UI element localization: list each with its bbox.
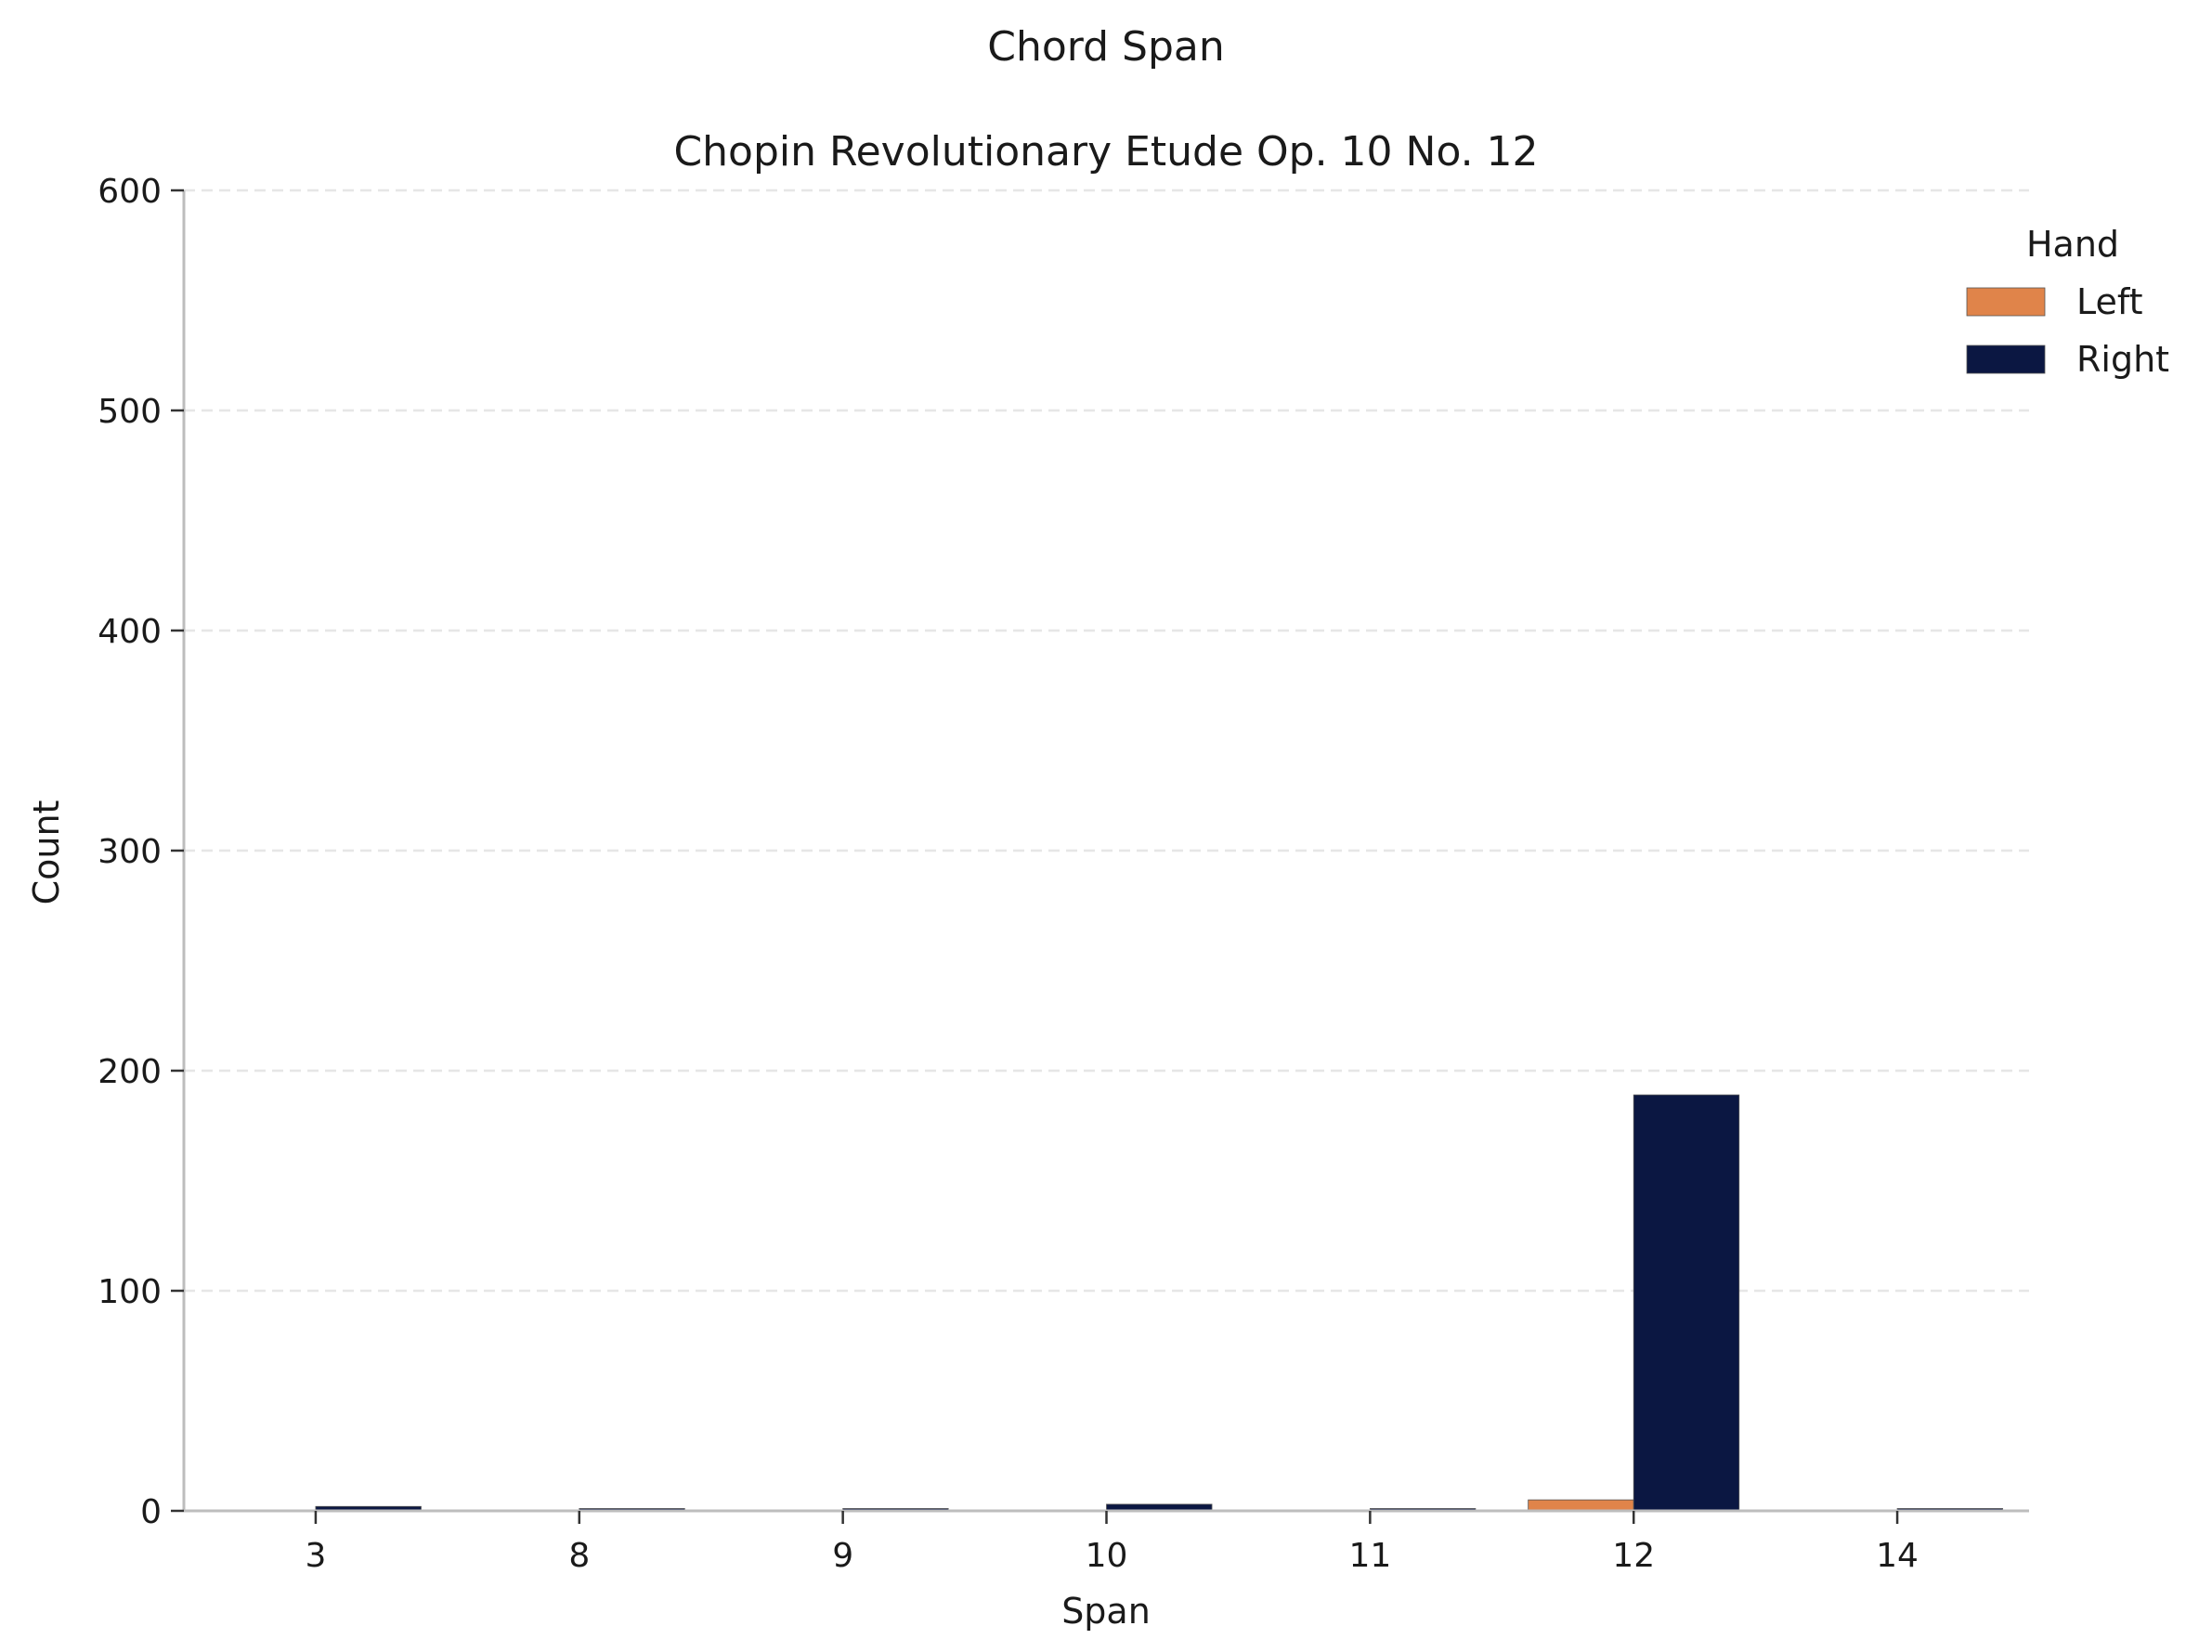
y-tick-label: 100 [98, 1273, 162, 1311]
y-tick-label: 200 [98, 1053, 162, 1091]
y-tick-label: 500 [98, 393, 162, 431]
x-tick-label: 11 [1348, 1537, 1391, 1575]
legend: Hand Left Right [1966, 224, 2169, 380]
chart-suptitle: Chord Span [987, 23, 1224, 71]
x-tick-label: 14 [1876, 1537, 1919, 1575]
x-axis-label: Span [1061, 1591, 1151, 1632]
x-tick-label: 9 [832, 1537, 853, 1575]
x-tick-label: 10 [1086, 1537, 1128, 1575]
y-tick-label: 300 [98, 833, 162, 871]
x-ticks: 3 8 9 10 11 12 14 [305, 1511, 1919, 1575]
y-ticks: 0 100 200 300 400 500 600 [98, 173, 184, 1531]
y-tick-label: 0 [140, 1493, 162, 1531]
legend-title: Hand [2026, 224, 2119, 265]
y-tick-label: 400 [98, 613, 162, 651]
x-tick-label: 3 [305, 1537, 326, 1575]
y-gridlines [184, 189, 2029, 1293]
x-tick-label: 12 [1612, 1537, 1655, 1575]
chart-title: Chopin Revolutionary Etude Op. 10 No. 12 [673, 128, 1538, 176]
bars [315, 1094, 2004, 1512]
legend-label-right: Right [2076, 339, 2169, 380]
legend-swatch-right [1966, 345, 2046, 374]
bar-left-12 [1528, 1499, 1634, 1512]
y-axis-label: Count [26, 800, 67, 905]
bar-right-12 [1633, 1094, 1740, 1512]
x-tick-label: 8 [568, 1537, 590, 1575]
legend-swatch-left [1966, 287, 2046, 317]
legend-label-left: Left [2076, 281, 2143, 322]
y-tick-label: 600 [98, 173, 162, 211]
